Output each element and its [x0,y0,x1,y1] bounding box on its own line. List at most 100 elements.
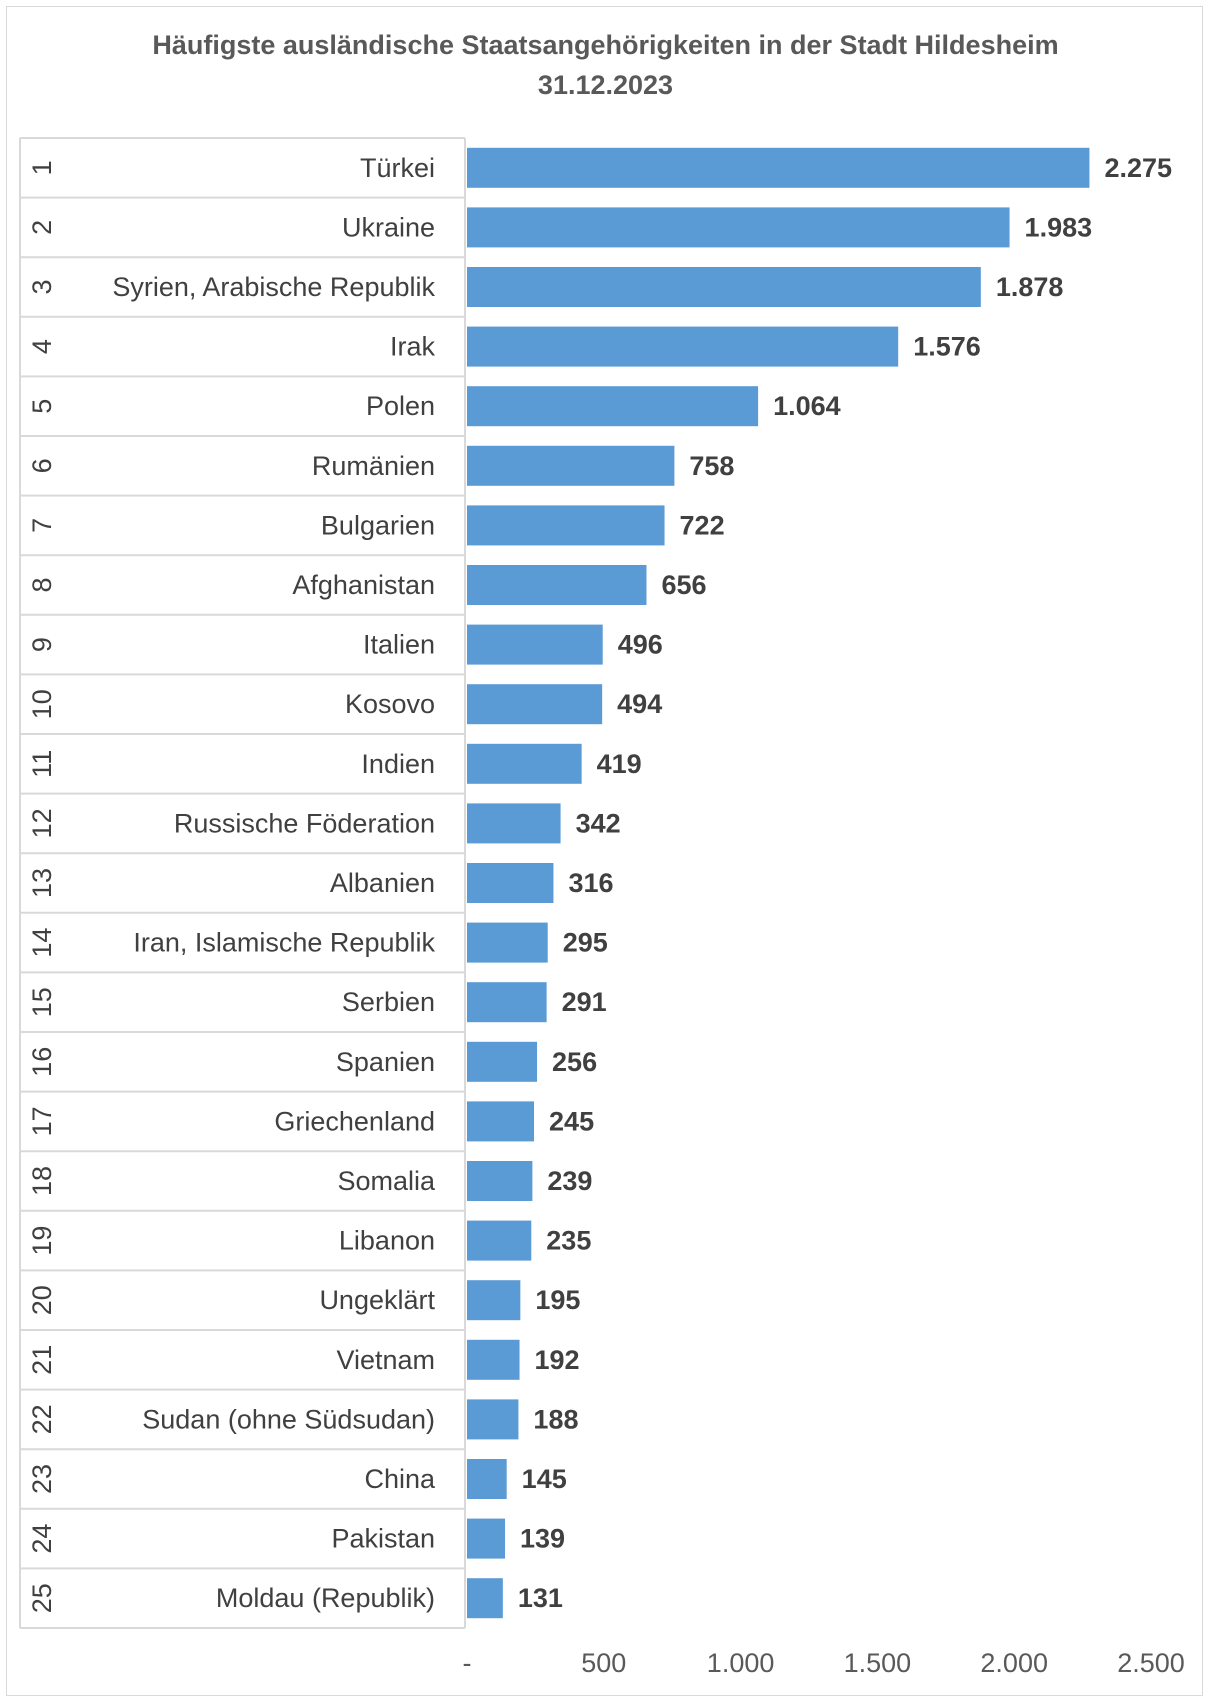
x-tick-label: 500 [581,1648,626,1678]
bar [467,445,675,486]
category-label: Italien [363,630,435,660]
rank-label: 2 [27,220,57,235]
rank-label: 19 [27,1226,57,1256]
category-label: Türkei [360,153,435,183]
rank-label: 12 [27,808,57,838]
bar [467,1041,538,1082]
value-label: 291 [562,987,607,1017]
rank-label: 8 [27,577,57,592]
bar [467,505,665,546]
category-label: China [364,1464,436,1494]
category-label: Indien [361,749,435,779]
bar [467,922,548,963]
value-label: 239 [547,1166,592,1196]
category-label: Rumänien [312,451,435,481]
rank-label: 11 [27,750,57,778]
category-label: Ukraine [342,212,435,242]
category-label: Pakistan [331,1524,435,1554]
bar [467,147,1090,188]
value-label: 145 [522,1464,567,1494]
bar [467,267,981,307]
rank-label: 10 [27,689,57,719]
value-label: 1.064 [773,391,841,421]
rank-label: 4 [27,339,57,354]
category-label: Somalia [337,1166,436,1196]
x-tick-label: 1.000 [707,1648,775,1678]
value-label: 131 [518,1583,563,1613]
category-label: Bulgarien [321,510,435,540]
bar [467,863,554,903]
value-label: 316 [568,868,613,898]
rank-label: 5 [27,399,57,414]
category-label: Syrien, Arabische Republik [112,272,435,302]
bar [467,1339,520,1380]
category-label: Iran, Islamische Republik [133,928,435,958]
x-tick-label: 2.000 [980,1648,1048,1678]
rank-label: 17 [27,1106,57,1136]
bar [467,565,647,605]
value-label: 419 [597,749,642,779]
x-tick-label: - [463,1648,472,1678]
bar [467,1280,521,1321]
bar [467,1518,506,1559]
rank-label: 25 [27,1583,57,1613]
category-label: Russische Föderation [174,808,435,838]
bar [467,624,603,665]
value-label: 1.983 [1025,212,1093,242]
bar [467,386,759,427]
rank-label: 24 [27,1524,57,1554]
value-label: 256 [552,1047,597,1077]
bar [467,326,899,367]
rank-label: 1 [27,160,57,175]
value-label: 235 [546,1226,591,1256]
value-label: 188 [533,1404,578,1434]
value-label: 195 [535,1285,580,1315]
category-label: Vietnam [336,1345,435,1375]
chart-frame [6,6,1203,1696]
rank-label: 3 [27,279,57,294]
bar [467,803,561,844]
category-label: Ungeklärt [319,1285,435,1315]
category-label: Spanien [336,1047,435,1077]
bar [467,1161,533,1201]
category-label: Sudan (ohne Südsudan) [142,1404,435,1434]
value-label: 342 [576,808,621,838]
bar [467,743,582,784]
category-label: Serbien [342,987,435,1017]
rank-label: 7 [27,518,57,533]
category-label: Polen [366,391,435,421]
value-label: 2.275 [1104,153,1172,183]
rank-label: 20 [27,1285,57,1315]
value-label: 1.576 [913,332,981,362]
bar [467,207,1010,248]
category-label: Griechenland [274,1106,435,1136]
category-label: Albanien [330,868,435,898]
value-label: 758 [689,451,734,481]
value-label: 1.878 [996,272,1064,302]
rank-label: 16 [27,1047,57,1077]
value-label: 192 [535,1345,580,1375]
category-label: Libanon [339,1226,435,1256]
rank-label: 23 [27,1464,57,1494]
value-label: 722 [680,510,725,540]
category-label: Kosovo [345,689,435,719]
rank-label: 9 [27,637,57,652]
x-tick-label: 1.500 [844,1648,912,1678]
rank-label: 18 [27,1166,57,1196]
rank-label: 6 [27,458,57,473]
rank-label: 15 [27,987,57,1017]
bar [467,1101,535,1142]
bar [467,684,603,725]
value-label: 496 [618,630,663,660]
bar [467,1578,503,1619]
category-label: Irak [390,332,436,362]
bar [467,982,547,1023]
value-label: 295 [563,928,608,958]
value-label: 139 [520,1524,565,1554]
value-label: 656 [661,570,706,600]
x-tick-label: 2.500 [1117,1648,1185,1678]
bar [467,1459,507,1499]
category-label: Afghanistan [292,570,435,600]
rank-label: 13 [27,868,57,898]
